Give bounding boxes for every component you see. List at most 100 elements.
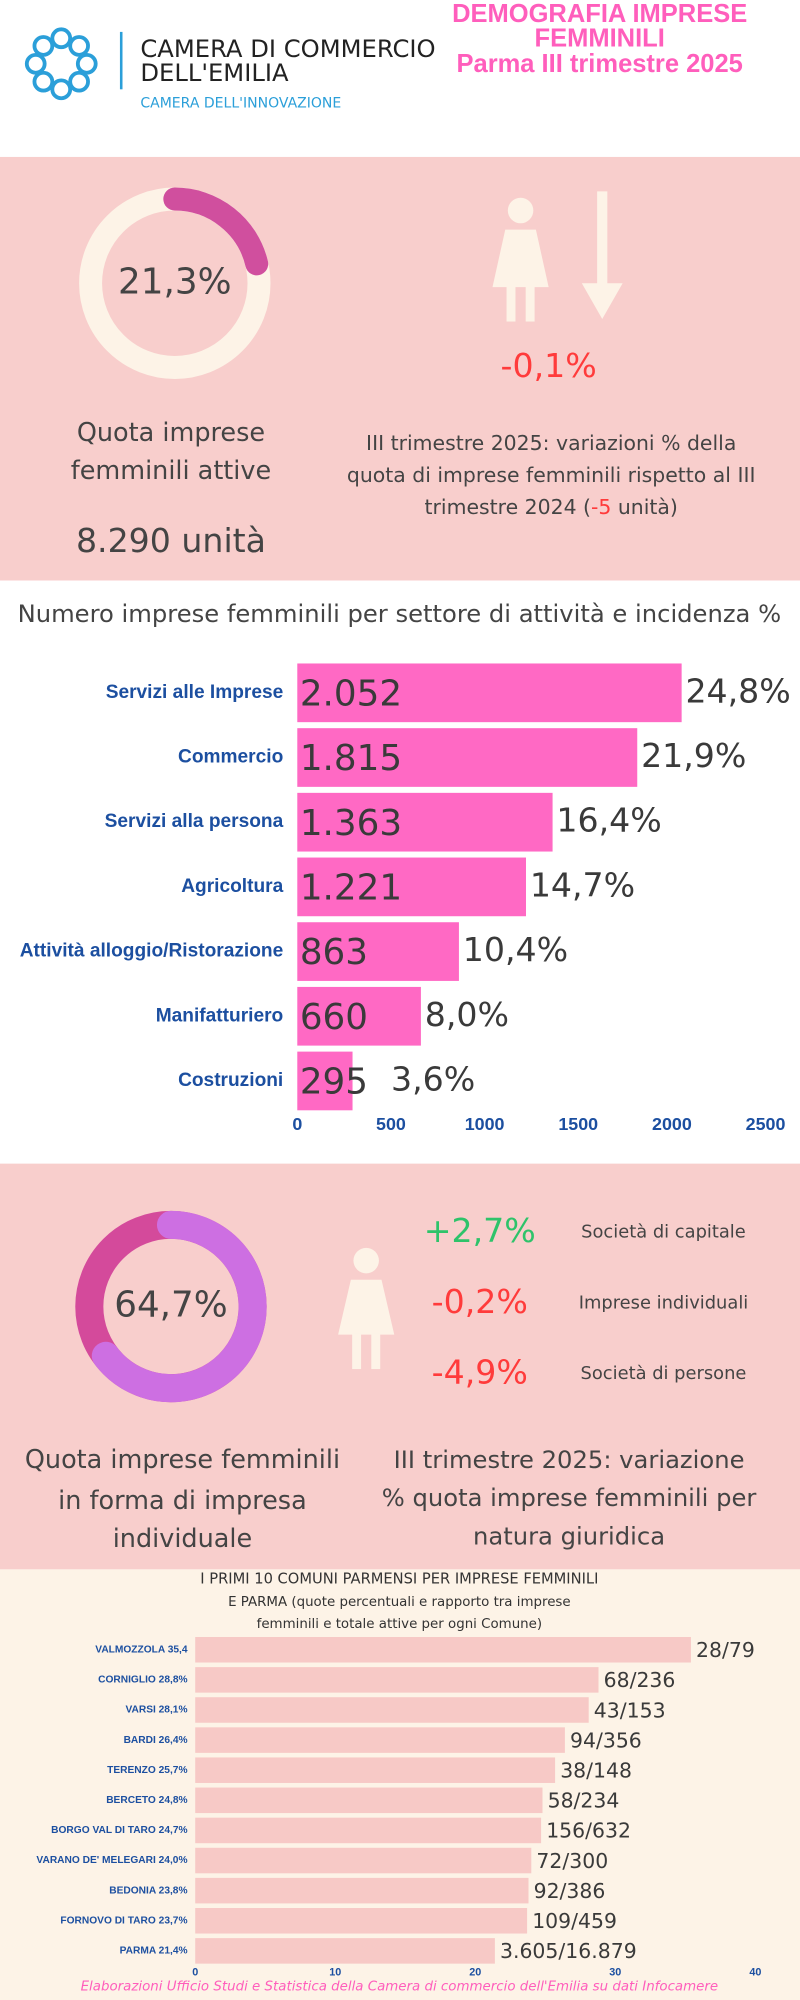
note-part: unità) — [611, 495, 678, 519]
org-name: CAMERA DI COMMERCIO — [140, 34, 435, 63]
change-value: -0,1% — [501, 346, 597, 385]
caption: femminili attive — [71, 456, 271, 486]
x-tick-label: 40 — [749, 1966, 761, 1978]
units: 8.290 unità — [76, 521, 266, 560]
chart-title: I PRIMI 10 COMUNI PARMENSI PER IMPRESE F… — [200, 1571, 598, 1588]
value-label: 1.815 — [300, 738, 402, 779]
value-label: 94/356 — [570, 1728, 642, 1752]
x-tick-label: 500 — [376, 1114, 406, 1134]
incidence-label: 14,7% — [530, 865, 635, 904]
bar — [195, 1938, 495, 1964]
bar — [195, 1727, 565, 1753]
subtitle: Parma III trimestre 2025 — [457, 50, 743, 78]
x-tick-label: 1000 — [465, 1114, 505, 1134]
y-tick-label: Commercio — [178, 747, 283, 768]
header-bg — [0, 0, 800, 157]
title: FEMMINILI — [535, 24, 665, 52]
value-label: 3.605/16.879 — [500, 1939, 637, 1963]
y-tick-label: TERENZO 25,7% — [107, 1765, 187, 1776]
down-arrow — [581, 191, 623, 319]
note: trimestre 2024 (-5 unità) — [425, 495, 678, 519]
note: III trimestre 2025: variazioni % della — [366, 431, 736, 455]
value-label: 1.363 — [300, 803, 402, 844]
note: III trimestre 2025: variazione — [394, 1445, 745, 1474]
bar — [297, 1051, 353, 1111]
donut-label: 21,3% — [118, 261, 231, 302]
x-tick-label: 10 — [329, 1966, 341, 1978]
note-highlight: -5 — [591, 495, 611, 519]
chart-title: femminili e totale attive per ogni Comun… — [257, 1617, 542, 1632]
chart-bg — [0, 1569, 800, 2000]
change-label: Società di persone — [581, 1363, 747, 1384]
y-tick-label: BEDONIA 23,8% — [109, 1885, 187, 1896]
value-label: 92/386 — [534, 1879, 606, 1903]
y-tick-label: Servizi alla persona — [105, 811, 284, 832]
y-tick-label: VARSI 28,1% — [125, 1705, 187, 1716]
y-tick-label: BERCETO 24,8% — [106, 1795, 187, 1806]
value-label: 156/632 — [546, 1819, 631, 1843]
y-tick-label: Servizi alle Imprese — [106, 682, 284, 703]
caption: Quota imprese femminili — [25, 1445, 340, 1475]
bar — [297, 857, 526, 917]
logo — [24, 27, 98, 101]
bar — [195, 1847, 532, 1874]
y-tick-label: BORGO VAL DI TARO 24,7% — [51, 1825, 187, 1836]
donut-arc — [91, 1210, 267, 1403]
x-tick-label: 2500 — [746, 1114, 786, 1134]
changes: +2,7% Società di capitale -0,2% Imprese ind… — [424, 1211, 749, 1392]
female-icon — [338, 1247, 395, 1370]
donut-arc — [163, 187, 269, 276]
bar — [297, 728, 638, 787]
incidence-label: 10,4% — [463, 930, 568, 969]
female-icon — [492, 197, 549, 322]
change-value: -4,9% — [432, 1353, 528, 1392]
incidence-label: 16,4% — [556, 801, 661, 840]
change-label: Imprese individuali — [579, 1292, 749, 1313]
value-label: 863 — [300, 932, 368, 973]
bar — [297, 922, 459, 981]
bar — [195, 1757, 556, 1783]
note: natura giuridica — [473, 1521, 665, 1550]
change-value: -0,2% — [432, 1282, 528, 1321]
incidence-label: 8,0% — [425, 995, 509, 1034]
bar — [195, 1667, 599, 1693]
y-tick-label: Manifatturiero — [156, 1005, 284, 1026]
x-tick-label: 0 — [192, 1966, 198, 1978]
value-label: 660 — [300, 997, 368, 1038]
y-tick-label: Agricoltura — [181, 876, 283, 897]
x-tick-label: 2000 — [652, 1114, 692, 1134]
caption: in forma di impresa — [58, 1486, 307, 1516]
value-label: 109/459 — [532, 1909, 617, 1933]
value-label: 1.221 — [300, 867, 402, 908]
x-tick-label: 0 — [292, 1114, 302, 1134]
y-tick-label: CORNIGLIO 28,8% — [98, 1675, 187, 1686]
bar — [195, 1637, 691, 1663]
y-tick-label: PARMA 21,4% — [120, 1946, 188, 1957]
incidence-label: 21,9% — [641, 736, 746, 775]
incidence-label: 3,6% — [391, 1059, 475, 1098]
bar — [297, 792, 553, 852]
bar — [195, 1877, 529, 1904]
y-tick-label: FORNOVO DI TARO 23,7% — [60, 1915, 187, 1926]
note: quota di imprese femminili rispetto al I… — [347, 463, 756, 487]
bar — [195, 1908, 528, 1934]
change-value: +2,7% — [424, 1211, 536, 1250]
caption: Quota imprese — [77, 418, 265, 448]
x-tick-label: 20 — [469, 1966, 481, 1978]
y-tick-label: Costruzioni — [178, 1070, 283, 1091]
value-label: 38/148 — [560, 1758, 632, 1782]
org-tagline: CAMERA DELL'INNOVAZIONE — [140, 95, 341, 111]
chart-title: Numero imprese femminili per settore di … — [18, 599, 782, 628]
bar — [297, 663, 682, 723]
value-label: 68/236 — [604, 1668, 676, 1692]
footer: Elaborazioni Ufficio Studi e Statistica … — [81, 1980, 718, 1995]
y-tick-label: BARDI 26,4% — [124, 1735, 188, 1746]
org-name: DELL'EMILIA — [140, 58, 289, 87]
y-tick-label: VALMOZZOLA 35,4 — [95, 1644, 188, 1655]
chart-title: E PARMA (quote percentuali e rapporto tr… — [228, 1595, 571, 1610]
y-tick-label: VARANO DE' MELEGARI 24,0% — [36, 1855, 187, 1866]
note: % quota imprese femminili per — [382, 1483, 757, 1512]
value-label: 58/234 — [548, 1789, 620, 1813]
